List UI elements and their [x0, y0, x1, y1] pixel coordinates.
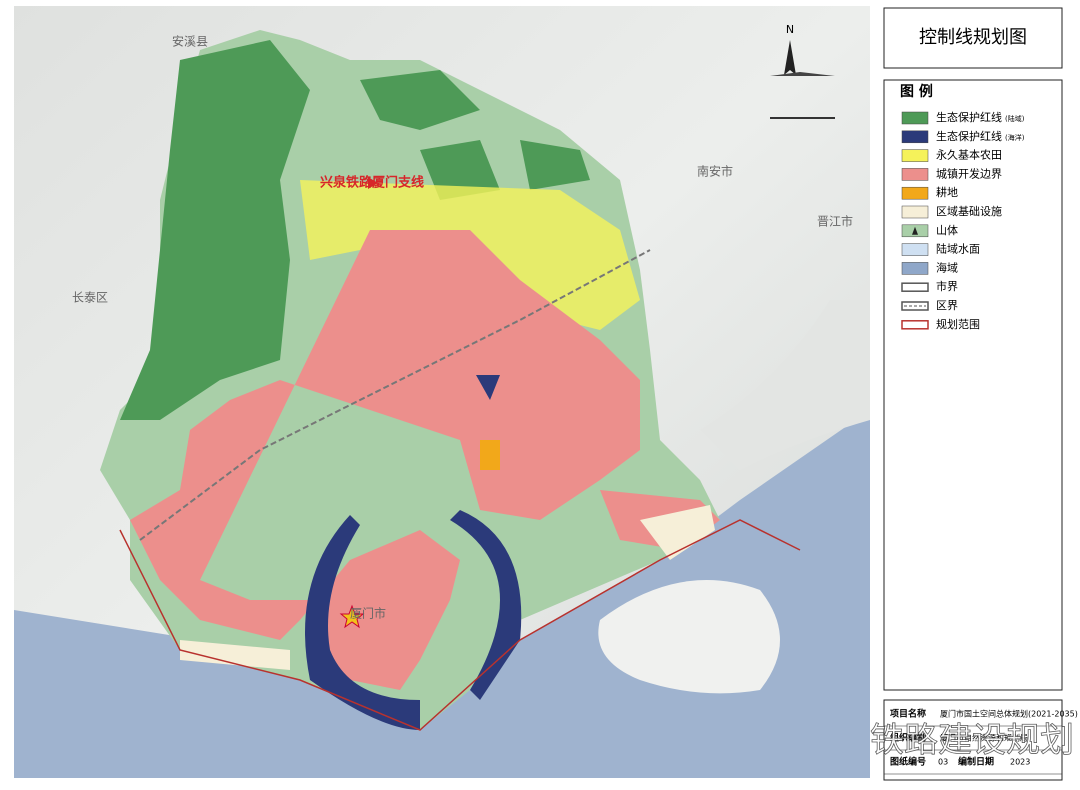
legend-label: 陆域水面: [936, 242, 980, 256]
title-block-cell: 编制日期: [958, 756, 994, 768]
legend-swatch: [901, 168, 929, 181]
infrastructure: [180, 640, 290, 670]
legend-note: (陆域): [1005, 114, 1025, 123]
planning-boundary: [119, 519, 801, 731]
coast: [700, 300, 870, 470]
legend-swatch: [901, 111, 929, 125]
title-block: [883, 699, 1063, 781]
title-box: [883, 7, 1063, 69]
title-block-cell: 图纸编号: [890, 756, 926, 768]
island: [598, 580, 780, 694]
legend-swatch: [901, 149, 929, 162]
map: [14, 6, 870, 778]
north-label: N: [786, 23, 794, 36]
legend-label: 区域基础设施: [936, 205, 1002, 218]
legend: 生态保护红线 (陆域)生态保护红线 (海洋)永久基本农田城镇开发边界耕地区域基础设施…: [901, 110, 1025, 331]
north-arrow: N: [770, 23, 835, 119]
eco-land: [120, 40, 310, 420]
legend-label: 市界: [936, 279, 958, 293]
legend-label: 永久基本农田: [936, 148, 1002, 162]
place-label: 安溪县: [172, 34, 208, 49]
infrastructure: [640, 505, 715, 560]
title-block-cell: 组织编制: [890, 732, 926, 744]
urban: [130, 230, 640, 690]
legend-label: 区界: [936, 299, 958, 312]
cropland: [480, 440, 500, 470]
legend-swatch: [901, 186, 929, 200]
place-label: 长泰区: [72, 291, 108, 305]
legend-label: 城镇开发边界: [936, 166, 1002, 180]
place-label: 厦门市: [350, 606, 386, 621]
legend-swatch: [901, 243, 929, 256]
title: 控制线规划图: [919, 27, 1027, 48]
hill-icon: [912, 226, 918, 235]
capital-star: [339, 604, 365, 629]
legend-label: 规划范围: [936, 317, 980, 331]
rail-arrow: [368, 177, 378, 189]
place-label: 晋江市: [817, 214, 853, 229]
title-block-cell: 厦门市国土空间总体规划(2021-2035): [940, 709, 1078, 719]
legend-label: 海域: [936, 260, 958, 274]
sea: [14, 410, 870, 778]
eco-land: [360, 70, 590, 200]
legend-swatch: [901, 205, 929, 219]
legend-label: 耕地: [936, 185, 958, 199]
title-block-cell: 厦门市自然资源和规划局: [940, 733, 1028, 743]
title-block-rows: 项目名称 厦门市国土空间总体规划(2021-2035) 组织编制 厦门市自然资源和规划…: [884, 708, 1078, 775]
legend-swatch: [901, 130, 929, 144]
watermark: 铁路建设规划: [870, 721, 1074, 761]
title-block-cell: 2023: [1010, 758, 1030, 767]
legend-box: [883, 79, 1063, 691]
legend-title: 图 例: [900, 83, 933, 100]
arrow: [770, 72, 835, 76]
arrow: [784, 40, 796, 75]
legend-label: 山体: [936, 223, 958, 237]
legend-note: (海洋): [1005, 133, 1025, 142]
legend-swatch: [901, 262, 929, 275]
railway: [139, 249, 651, 541]
legend-label: 生态保护红线: [936, 129, 1002, 143]
title-block-cell: 03: [938, 758, 948, 767]
legend-label: 生态保护红线: [936, 110, 1002, 124]
legend-swatch: [901, 282, 929, 292]
title-block-cell: 项目名称: [890, 708, 926, 720]
legend-swatch: [901, 320, 929, 330]
place-label: 南安市: [697, 164, 733, 179]
